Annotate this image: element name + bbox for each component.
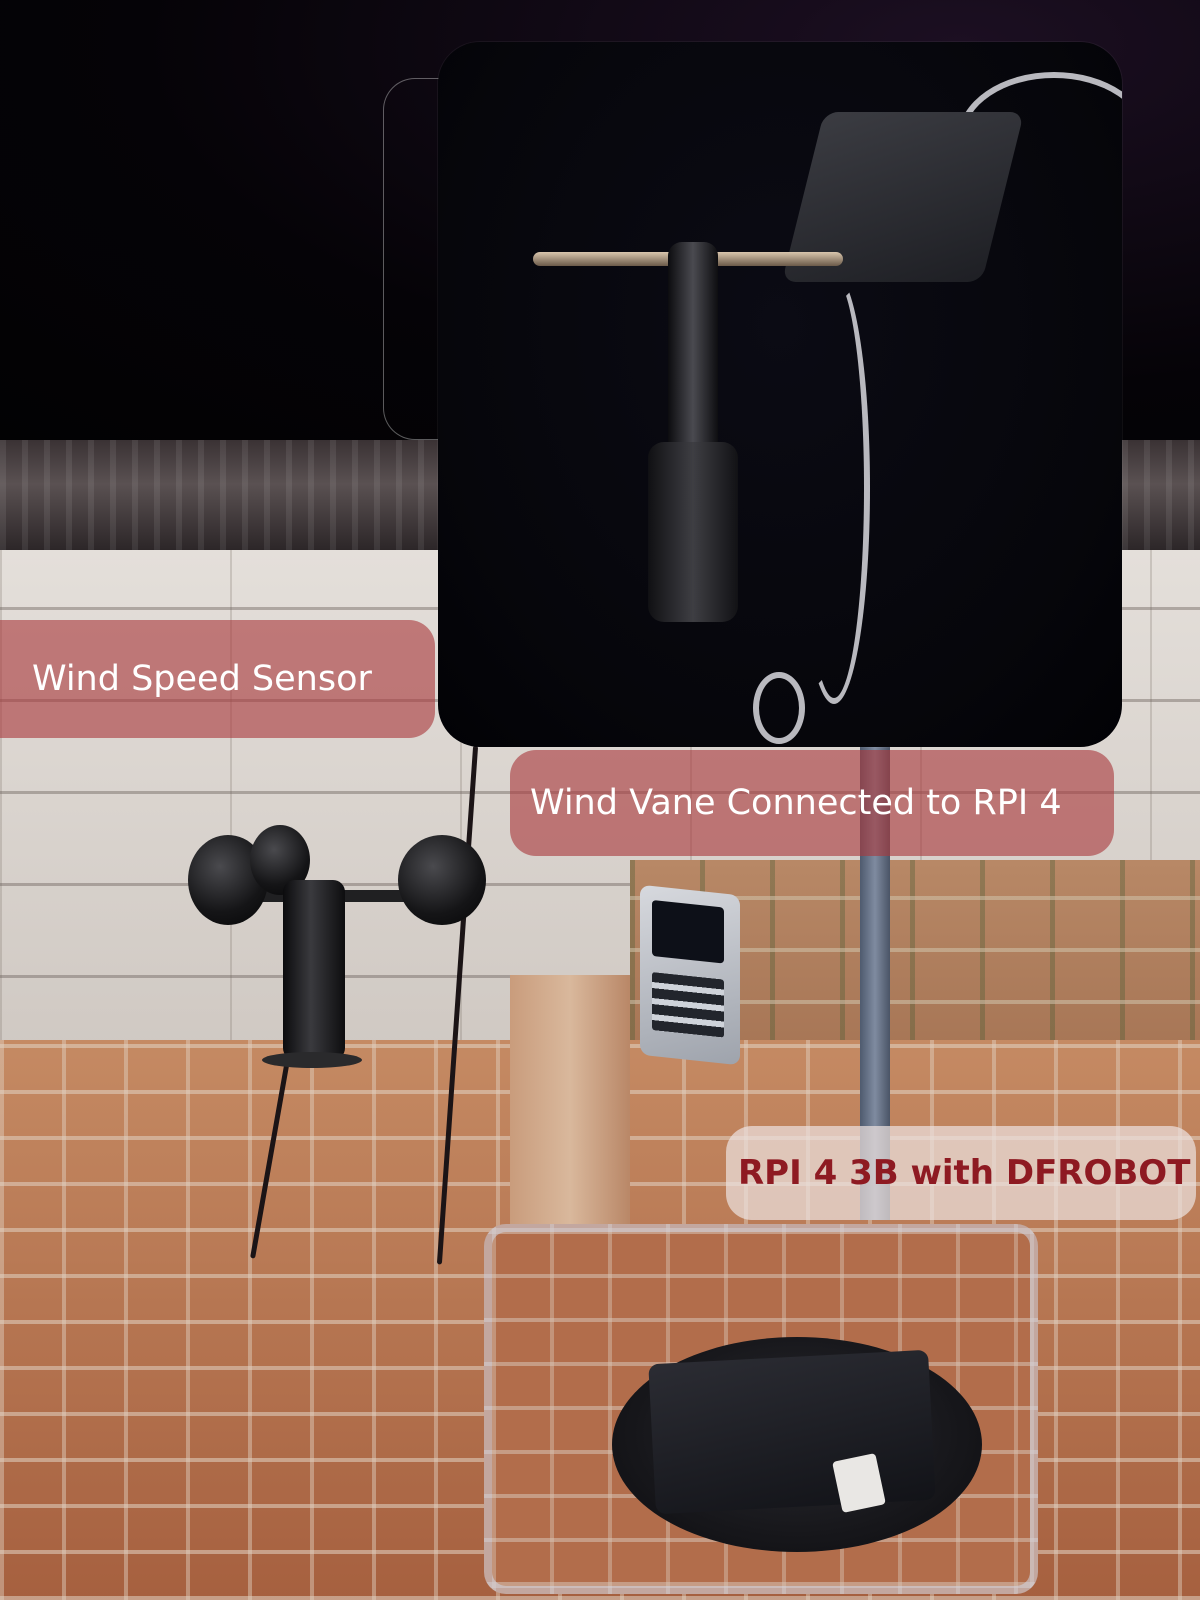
wind-vane-text: Wind Vane Connected to RPI 4 (530, 783, 1062, 823)
vane-cable (798, 272, 870, 704)
wind-vane-photo (438, 42, 1122, 747)
rpi-enclosure-box (648, 1349, 936, 1515)
rpi-enclosure-photo (484, 1224, 1038, 1594)
vane-housing (648, 442, 738, 622)
device-keypad (652, 972, 724, 1038)
wind-vane-label: Wind Vane Connected to RPI 4 (510, 750, 1114, 856)
anemometer-body (283, 880, 345, 1060)
anemometer-base (262, 1052, 362, 1068)
anemometer-cup (398, 835, 486, 925)
wind-speed-sensor-text: Wind Speed Sensor (32, 659, 372, 699)
brick-pillar (510, 975, 630, 1230)
device-screen (652, 900, 724, 964)
photo-frame-edge (383, 78, 444, 440)
wind-speed-sensor-label: Wind Speed Sensor (0, 620, 435, 738)
vane-shaft (668, 242, 718, 462)
mount-ring (753, 672, 805, 744)
rpi-label: RPI 4 3B with DFROBOT (726, 1126, 1196, 1220)
wall-device (640, 884, 740, 1066)
rpi-text: RPI 4 3B with DFROBOT (738, 1153, 1191, 1193)
